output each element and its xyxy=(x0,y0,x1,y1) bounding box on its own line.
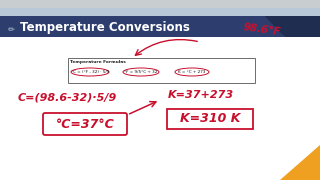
Ellipse shape xyxy=(175,68,209,76)
Text: K = °C + 273: K = °C + 273 xyxy=(178,70,206,74)
Text: °C = (°F - 32) · 5/9: °C = (°F - 32) · 5/9 xyxy=(71,70,109,74)
Polygon shape xyxy=(280,145,320,180)
Text: °C=37°C: °C=37°C xyxy=(56,118,114,130)
Ellipse shape xyxy=(123,68,159,76)
Polygon shape xyxy=(0,16,285,37)
FancyBboxPatch shape xyxy=(43,113,127,135)
Text: Temperature Formulas: Temperature Formulas xyxy=(70,60,126,64)
Ellipse shape xyxy=(71,68,109,76)
Text: C=(98.6-32)·5/9: C=(98.6-32)·5/9 xyxy=(18,92,117,102)
Text: K=310 K: K=310 K xyxy=(180,112,240,125)
Text: 98.6°F: 98.6°F xyxy=(242,22,281,37)
Polygon shape xyxy=(265,16,320,37)
FancyBboxPatch shape xyxy=(0,37,320,180)
Polygon shape xyxy=(0,8,320,16)
FancyBboxPatch shape xyxy=(68,57,254,82)
Polygon shape xyxy=(0,16,285,37)
FancyBboxPatch shape xyxy=(0,0,320,8)
Text: Temperature Conversions: Temperature Conversions xyxy=(20,21,190,35)
Text: K=37+273: K=37+273 xyxy=(168,90,234,100)
Text: ✏: ✏ xyxy=(7,24,14,33)
Polygon shape xyxy=(260,16,300,37)
FancyBboxPatch shape xyxy=(0,8,320,16)
FancyBboxPatch shape xyxy=(167,109,253,129)
Text: °F = 9/5°C + 32: °F = 9/5°C + 32 xyxy=(124,70,158,74)
